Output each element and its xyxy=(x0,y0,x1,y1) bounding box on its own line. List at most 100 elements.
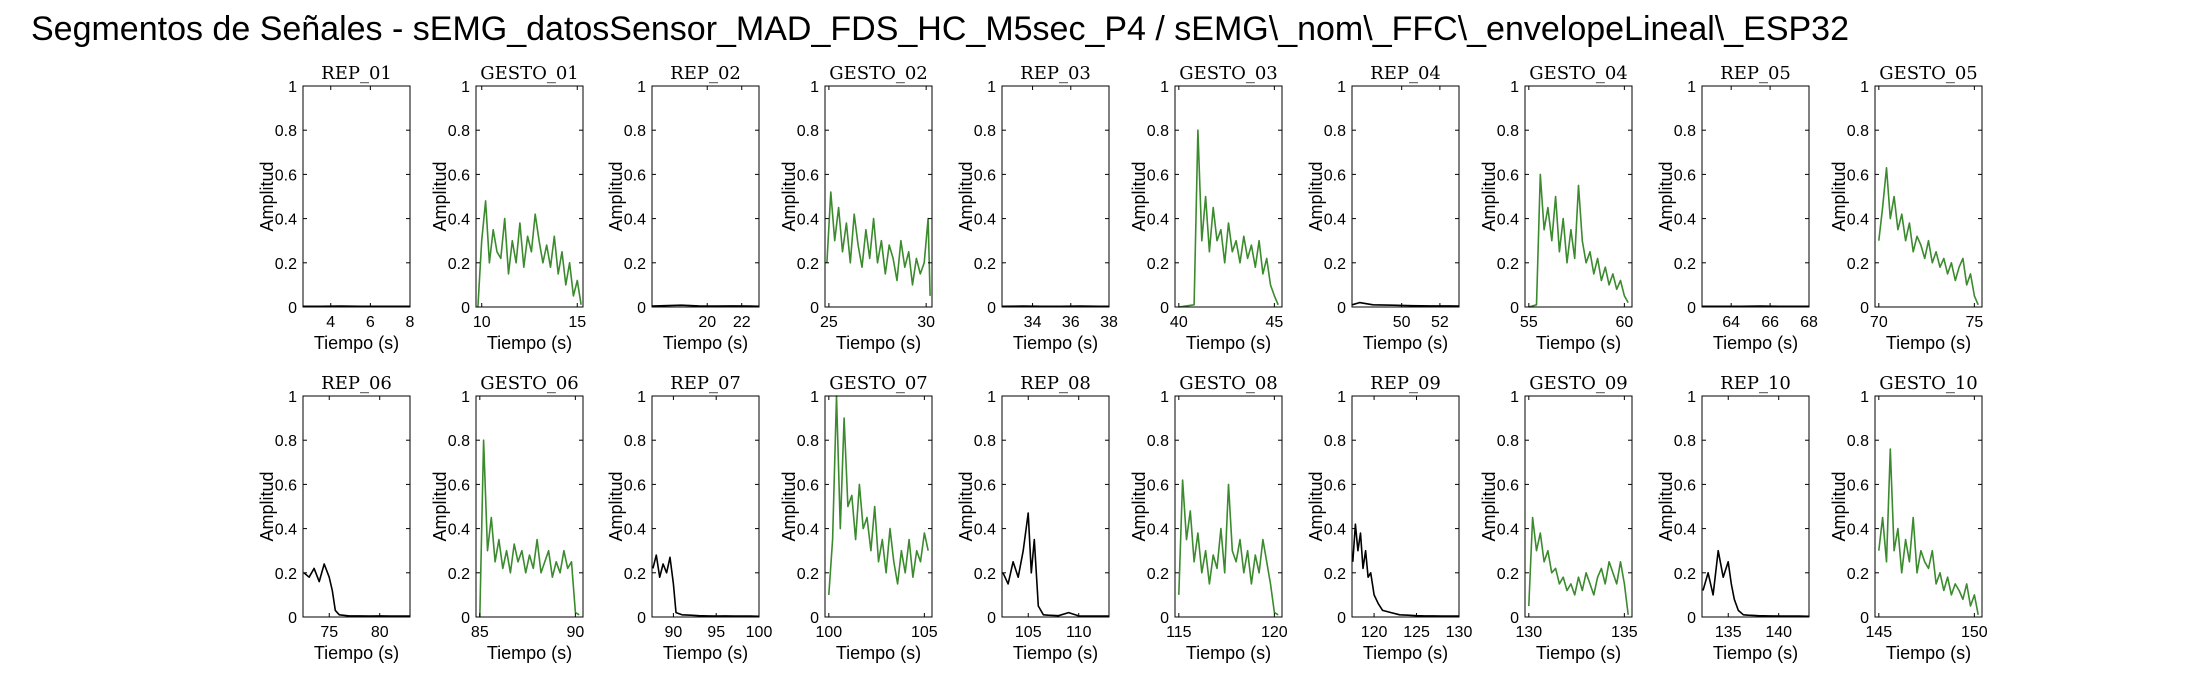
y-tick-label: 0.4 xyxy=(1674,522,1696,539)
y-tick-label: 0.8 xyxy=(974,433,996,450)
x-tick-label: 22 xyxy=(733,314,751,331)
axes-box xyxy=(1174,395,1283,618)
y-tick-label: 0 xyxy=(288,300,297,317)
y-tick-label: 0 xyxy=(1160,300,1169,317)
y-tick-label: 0.8 xyxy=(1497,433,1519,450)
y-axis-label: Amplitud xyxy=(257,471,277,541)
y-tick-label: 0.6 xyxy=(624,167,646,184)
x-tick-label: 120 xyxy=(1361,624,1388,641)
signal-line xyxy=(1351,301,1460,307)
x-tick-label: 120 xyxy=(1261,624,1288,641)
x-tick-label: 150 xyxy=(1961,624,1988,641)
y-tick-label: 0.4 xyxy=(974,522,996,539)
y-tick-label: 0 xyxy=(288,610,297,627)
y-tick-label: 0.8 xyxy=(624,123,646,140)
y-tick-label: 0.8 xyxy=(797,433,819,450)
signal-line xyxy=(1878,167,1979,306)
y-tick-label: 0.6 xyxy=(1497,477,1519,494)
subplot-title: REP_10 xyxy=(1720,373,1791,394)
x-axis-label: Tiempo (s) xyxy=(836,333,921,353)
subplot-title: GESTO_05 xyxy=(1879,63,1978,84)
x-tick-label: 68 xyxy=(1800,314,1818,331)
signal-line xyxy=(1002,512,1109,617)
y-tick-label: 0 xyxy=(1687,610,1696,627)
y-tick-label: 1 xyxy=(461,389,470,406)
y-tick-label: 0 xyxy=(1860,610,1869,627)
y-tick-label: 0.4 xyxy=(1497,212,1519,229)
x-axis-label: Tiempo (s) xyxy=(1713,643,1798,663)
y-tick-label: 0.2 xyxy=(1847,566,1869,583)
y-tick-label: 0.6 xyxy=(797,167,819,184)
y-tick-label: 0.6 xyxy=(1847,477,1869,494)
axes-box xyxy=(1524,85,1633,308)
y-tick-label: 1 xyxy=(1510,389,1519,406)
y-tick-label: 0.4 xyxy=(624,212,646,229)
subplot-title: GESTO_06 xyxy=(480,373,579,394)
x-tick-label: 145 xyxy=(1865,624,1892,641)
y-tick-label: 0.6 xyxy=(1674,477,1696,494)
x-tick-label: 125 xyxy=(1403,624,1430,641)
x-tick-label: 34 xyxy=(1024,314,1042,331)
y-tick-label: 1 xyxy=(1160,389,1169,406)
x-axis-label: Tiempo (s) xyxy=(1186,333,1271,353)
y-axis-label: Amplitud xyxy=(1479,161,1499,231)
subplot-title: GESTO_07 xyxy=(829,373,928,394)
y-tick-label: 0.4 xyxy=(1324,522,1346,539)
y-axis-label: Amplitud xyxy=(1306,161,1326,231)
x-tick-label: 60 xyxy=(1615,314,1633,331)
y-tick-label: 0.2 xyxy=(1497,256,1519,273)
x-axis-label: Tiempo (s) xyxy=(1536,643,1621,663)
y-axis-label: Amplitud xyxy=(779,471,799,541)
x-tick-label: 36 xyxy=(1062,314,1080,331)
y-tick-label: 0.6 xyxy=(797,477,819,494)
y-tick-label: 0.2 xyxy=(1674,566,1696,583)
x-tick-label: 100 xyxy=(746,624,773,641)
x-axis-label: Tiempo (s) xyxy=(1186,643,1271,663)
y-tick-label: 0.2 xyxy=(974,256,996,273)
y-axis-label: Amplitud xyxy=(1306,471,1326,541)
y-tick-label: 0.2 xyxy=(1674,256,1696,273)
axes-box xyxy=(1351,85,1460,308)
y-tick-label: 0.8 xyxy=(275,123,297,140)
y-tick-label: 0 xyxy=(1860,300,1869,317)
y-axis-label: Amplitud xyxy=(606,471,626,541)
y-tick-label: 0 xyxy=(1160,610,1169,627)
signal-line xyxy=(1178,479,1279,616)
y-tick-label: 0.4 xyxy=(797,212,819,229)
signal-line xyxy=(1528,173,1629,308)
y-tick-label: 0.6 xyxy=(1324,477,1346,494)
x-tick-label: 135 xyxy=(1715,624,1742,641)
subplot-title: GESTO_10 xyxy=(1879,373,1978,394)
y-tick-label: 0.8 xyxy=(1674,433,1696,450)
x-axis-label: Tiempo (s) xyxy=(1536,333,1621,353)
subplot-rep-06: REP_06 0 0.2 0.4 0.6 0.8 1 75 80 Tiempo (s) Amplit… xyxy=(257,373,411,663)
y-tick-label: 0.8 xyxy=(1147,123,1169,140)
y-tick-label: 0.8 xyxy=(1147,433,1169,450)
axes-box xyxy=(1701,85,1810,308)
subplot-title: GESTO_08 xyxy=(1179,373,1278,394)
y-tick-label: 1 xyxy=(810,389,819,406)
signal-line xyxy=(826,191,931,296)
y-tick-label: 0.4 xyxy=(1147,212,1169,229)
y-tick-label: 0 xyxy=(461,610,470,627)
x-tick-label: 25 xyxy=(820,314,838,331)
signal-line xyxy=(479,439,580,618)
y-tick-label: 0.8 xyxy=(448,123,470,140)
axes-box xyxy=(475,395,584,618)
x-tick-label: 135 xyxy=(1611,624,1638,641)
y-tick-label: 0 xyxy=(461,300,470,317)
y-tick-label: 0.2 xyxy=(1324,566,1346,583)
y-tick-label: 0.2 xyxy=(974,566,996,583)
x-axis-label: Tiempo (s) xyxy=(1013,643,1098,663)
y-axis-label: Amplitud xyxy=(606,161,626,231)
y-tick-label: 0.2 xyxy=(1147,256,1169,273)
y-tick-label: 0.2 xyxy=(448,256,470,273)
axes-box xyxy=(1701,395,1810,618)
y-tick-label: 0 xyxy=(1510,300,1519,317)
y-tick-label: 0.2 xyxy=(1147,566,1169,583)
x-tick-label: 20 xyxy=(698,314,716,331)
y-tick-label: 0.2 xyxy=(1324,256,1346,273)
y-tick-label: 0.6 xyxy=(1324,167,1346,184)
signal-line xyxy=(828,395,929,595)
x-axis-label: Tiempo (s) xyxy=(1886,333,1971,353)
